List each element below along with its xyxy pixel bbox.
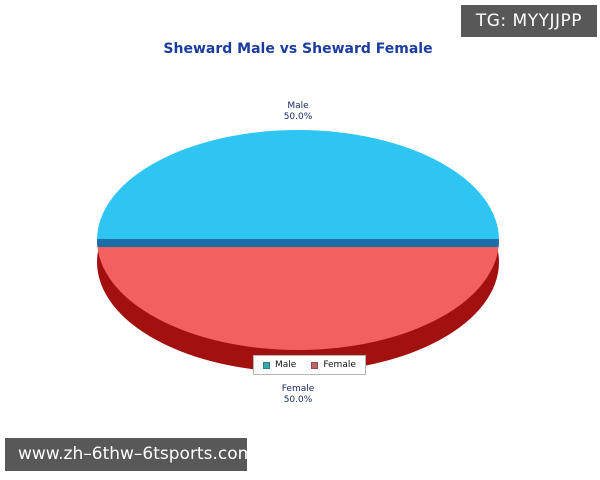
chart-title: Sheward Male vs Sheward Female bbox=[163, 41, 433, 57]
legend-label-female: Female bbox=[323, 360, 356, 370]
slice-label-female-percent: 50.0% bbox=[283, 394, 313, 405]
pie-slice-female bbox=[97, 240, 499, 350]
pie-male-edge-band bbox=[97, 239, 499, 247]
slice-label-male-name: Male bbox=[287, 101, 309, 111]
legend-swatch-female-icon bbox=[311, 361, 319, 369]
legend-entry-male: Male bbox=[263, 360, 296, 370]
tg-badge: TG: MYYJJPP bbox=[460, 5, 597, 37]
legend-label-male: Male bbox=[275, 360, 297, 370]
chart-legend: Male Female bbox=[253, 355, 366, 375]
watermark-url: www.zh–6thw–6tsports.com bbox=[5, 438, 254, 471]
slice-label-male-percent: 50.0% bbox=[283, 111, 313, 122]
slice-label-female-name: Female bbox=[281, 384, 315, 394]
slice-label-female: Female 50.0% bbox=[248, 384, 348, 405]
pie-slice-male bbox=[97, 130, 499, 240]
legend-swatch-male-icon bbox=[263, 361, 270, 369]
legend-entry-female: Female bbox=[311, 360, 356, 370]
slice-label-male: Male 50.0% bbox=[248, 101, 348, 122]
